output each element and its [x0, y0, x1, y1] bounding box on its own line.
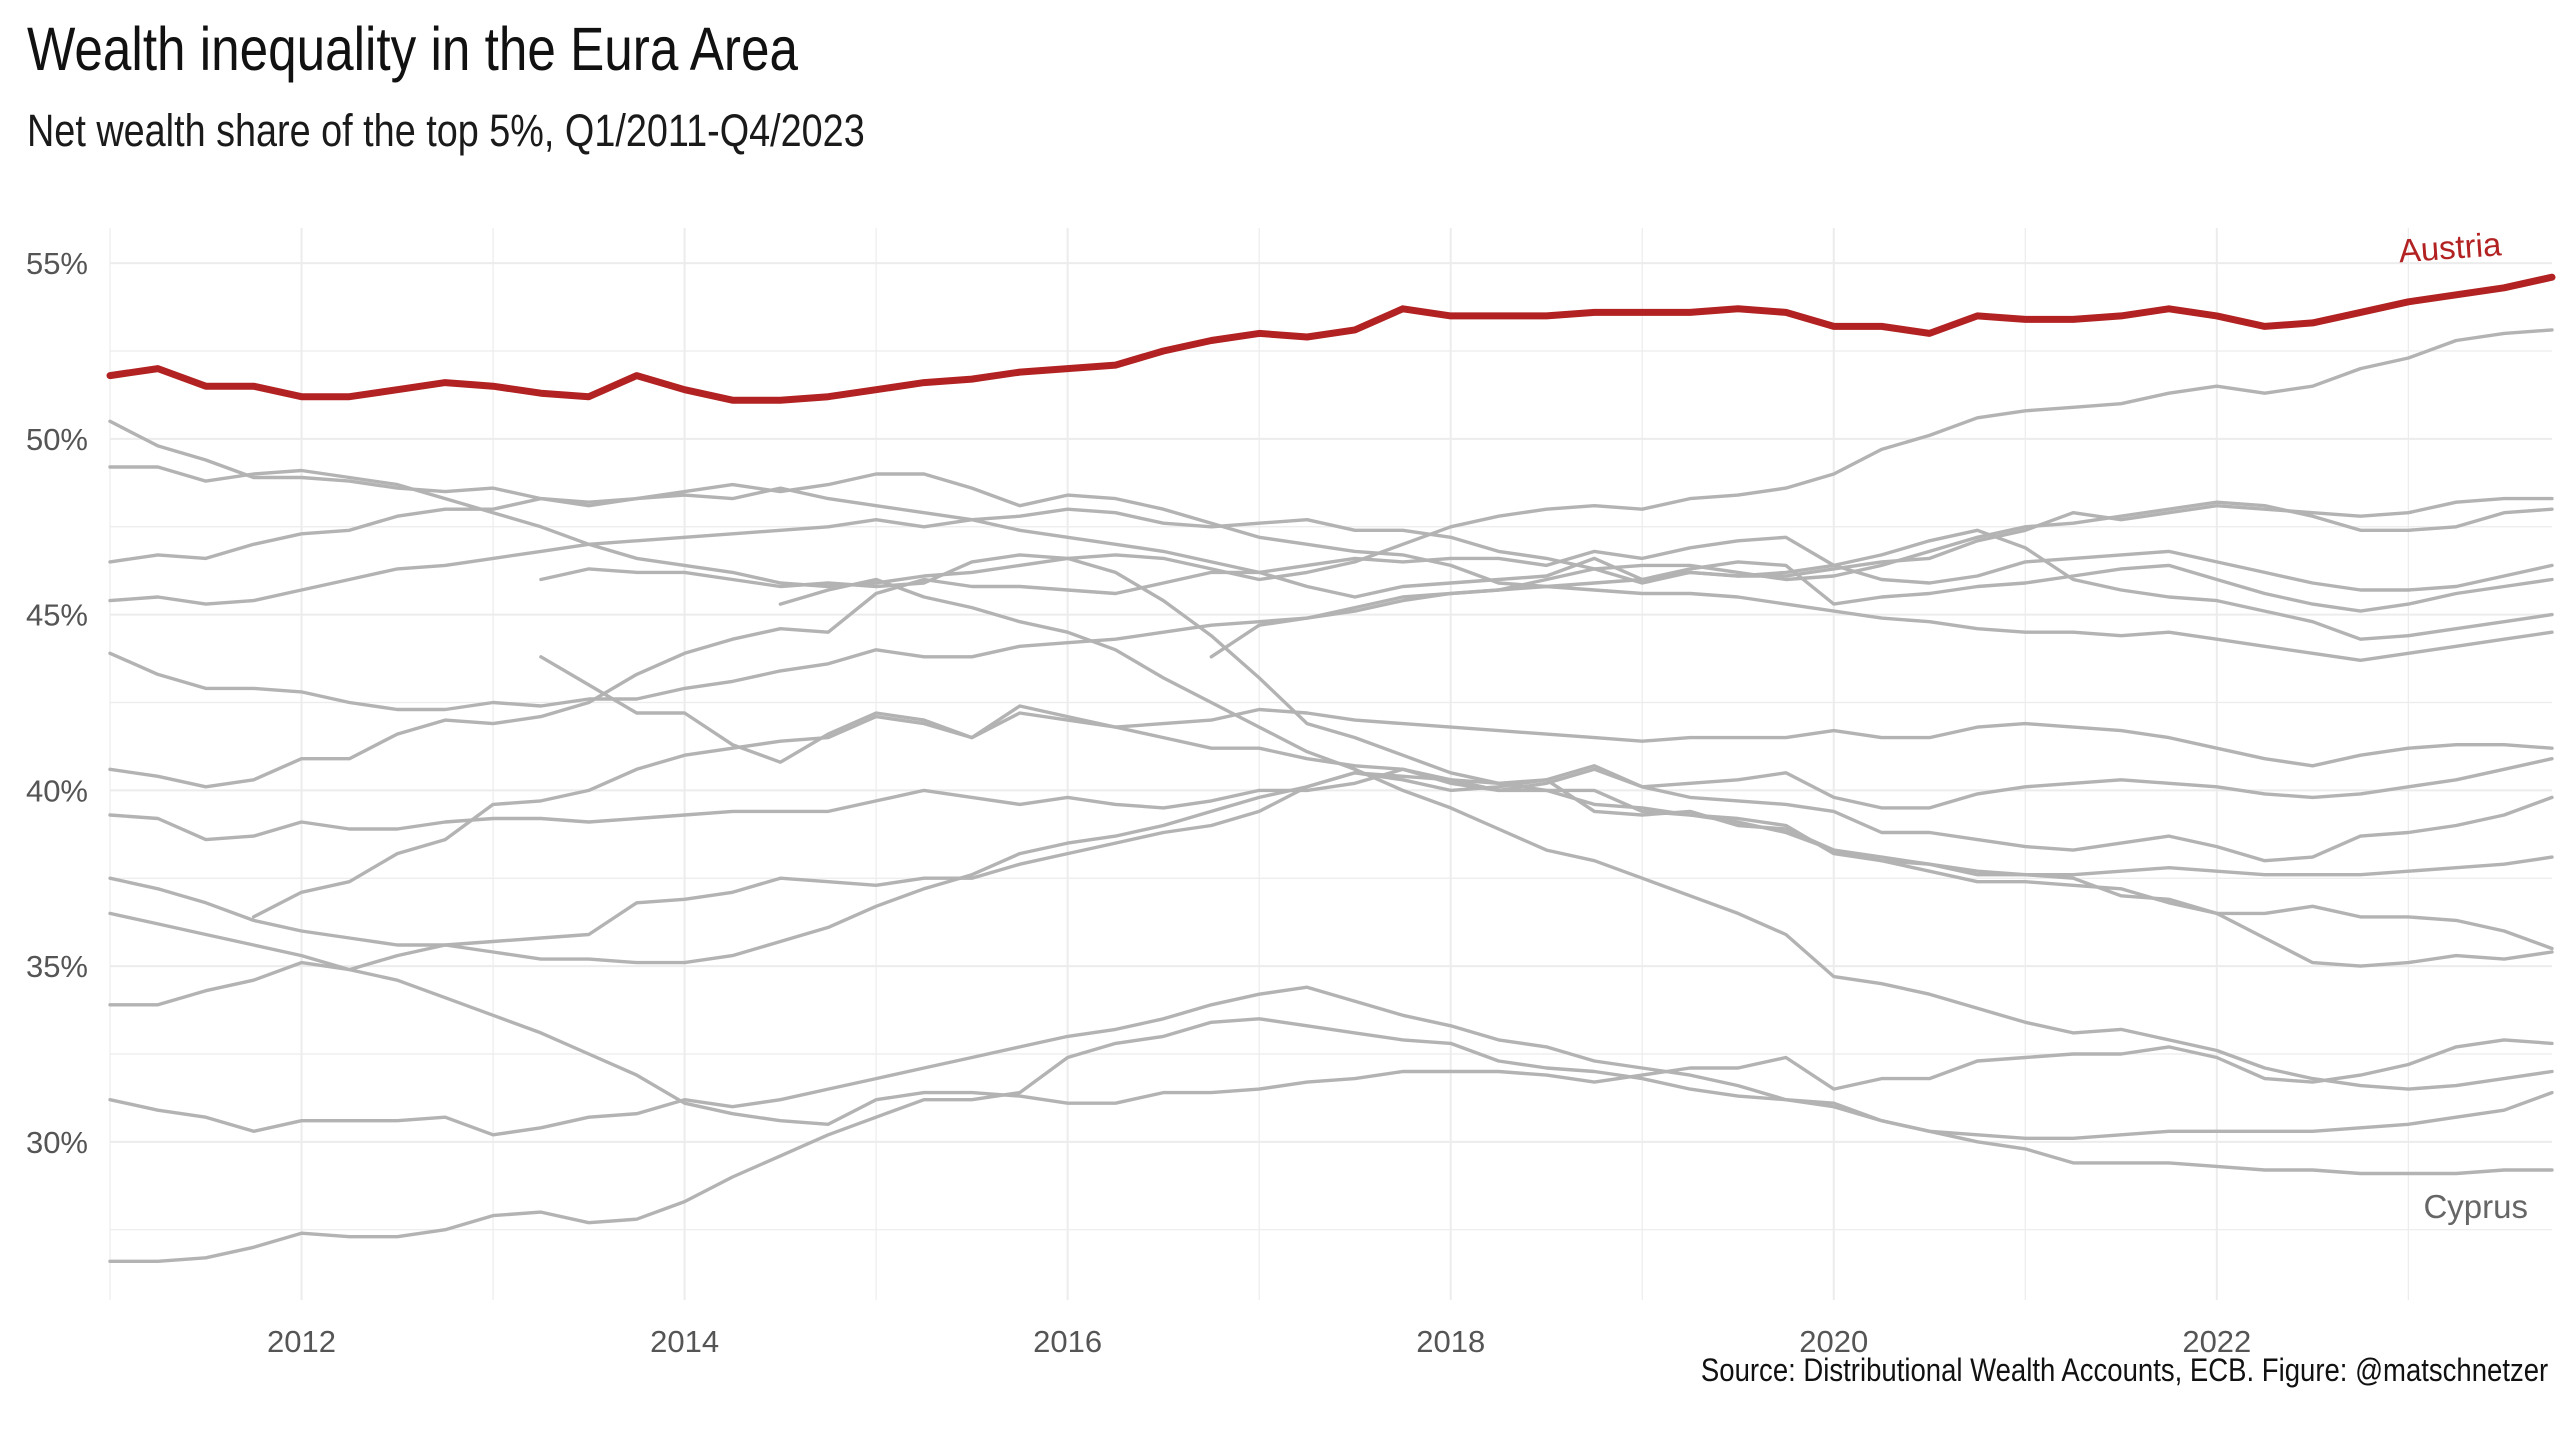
series-line	[778, 577, 2554, 1091]
y-tick-label: 45%	[26, 598, 88, 633]
y-tick-label: 35%	[26, 949, 88, 984]
series-line	[108, 535, 2554, 789]
chart-subtitle: Net wealth share of the top 5%, Q1/2011-…	[27, 105, 865, 156]
series-line	[108, 500, 2554, 606]
y-tick-label: 55%	[26, 246, 88, 281]
series-line	[108, 419, 2554, 662]
series-line-cyprus	[108, 1017, 2554, 1263]
series-line	[108, 985, 2554, 1140]
series-line	[539, 553, 2554, 968]
series-line	[539, 655, 2554, 951]
x-tick-label: 2014	[650, 1324, 719, 1359]
source-caption: Source: Distributional Wealth Accounts, …	[1700, 1352, 2548, 1388]
series-line	[108, 771, 2554, 965]
series-line	[108, 764, 2554, 1007]
x-tick-label: 2018	[1416, 1324, 1485, 1359]
series-line	[108, 486, 2554, 599]
series-line	[108, 757, 2554, 842]
series-label-cyprus: Cyprus	[2423, 1188, 2528, 1225]
y-axis: 30% 35% 40% 45% 50% 55%	[26, 246, 88, 1160]
x-axis: 2012 2014 2016 2018 2020 2022	[267, 1324, 2251, 1359]
chart-title: Wealth inequality in the Eura Area	[27, 15, 798, 83]
x-tick-label: 2016	[1033, 1324, 1102, 1359]
grid	[109, 228, 2552, 1300]
series-line-austria	[106, 273, 2556, 404]
series-label-austria: Austria	[2397, 225, 2503, 269]
series-line	[251, 707, 2554, 919]
y-tick-label: 40%	[26, 773, 88, 808]
series-labels: Austria Cyprus	[2397, 225, 2528, 1225]
x-tick-label: 2012	[267, 1324, 336, 1359]
x-tick-label: 2022	[2182, 1324, 2251, 1359]
x-tick-label: 2020	[1799, 1324, 1868, 1359]
y-tick-label: 30%	[26, 1125, 88, 1160]
series-line	[1209, 528, 2554, 659]
series-line	[108, 911, 2554, 1126]
series-line	[108, 328, 2554, 589]
series-line	[108, 560, 2554, 712]
y-tick-label: 50%	[26, 422, 88, 457]
series-lines	[106, 273, 2556, 1263]
